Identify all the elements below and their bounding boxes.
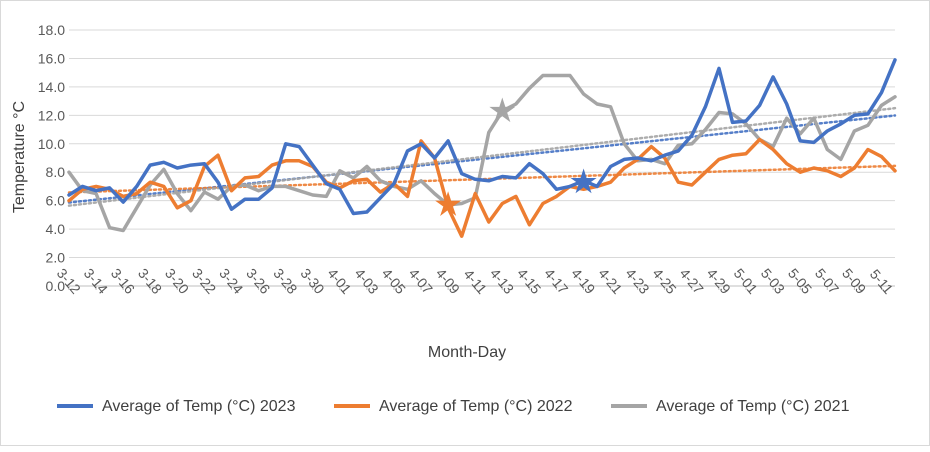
x-tick-label: 5-05	[785, 265, 815, 297]
legend-label: Average of Temp (°C) 2021	[656, 398, 850, 415]
y-tick-label: 18.0	[38, 22, 65, 38]
x-tick-label: 3-24	[216, 265, 246, 297]
x-tick-label: 3-16	[108, 265, 138, 297]
y-tick-label: 12.0	[38, 107, 65, 123]
y-axis-ticks: 0.0 2.0 4.0 6.0 8.0 10.0 12.0 14.0 16.0 18.0	[38, 22, 65, 294]
y-tick-label: 2.0	[46, 250, 66, 266]
x-tick-label: 5-11	[867, 266, 897, 297]
star-marker	[435, 191, 462, 216]
x-axis-title: Month-Day	[428, 344, 506, 361]
x-tick-label: 4-23	[622, 265, 652, 297]
series-lines	[67, 58, 897, 238]
legend-label: Average of Temp (°C) 2023	[102, 398, 296, 415]
y-tick-label: 14.0	[38, 79, 65, 95]
series-line	[67, 73, 897, 233]
y-tick-label: 4.0	[46, 221, 66, 237]
x-tick-label: 3-18	[135, 265, 165, 297]
y-tick-label: 8.0	[46, 164, 66, 180]
series-line	[67, 58, 897, 216]
x-tick-label: 5-09	[839, 265, 869, 297]
x-tick-label: 3-26	[243, 265, 273, 297]
x-tick-label: 4-07	[406, 265, 436, 297]
x-tick-label: 4-29	[704, 265, 734, 297]
x-tick-label: 4-27	[677, 265, 707, 297]
x-tick-label: 4-25	[649, 265, 679, 297]
x-tick-label: 4-15	[514, 265, 544, 297]
star-marker	[489, 97, 516, 123]
x-tick-label: 4-11	[461, 266, 491, 297]
y-axis-title: Temperature °C	[11, 101, 28, 213]
series-markers	[435, 97, 597, 216]
x-tick-label: 4-21	[595, 265, 625, 297]
y-tick-label: 6.0	[46, 193, 66, 209]
y-tick-label: 10.0	[38, 136, 65, 152]
x-tick-label: 5-03	[758, 265, 788, 297]
x-tick-label: 3-20	[162, 265, 192, 297]
legend-label: Average of Temp (°C) 2022	[379, 398, 573, 415]
y-tick-label: 0.0	[46, 278, 66, 294]
x-tick-label: 5-07	[812, 265, 842, 297]
x-tick-label: 5-01	[731, 265, 761, 297]
x-tick-label: 4-13	[487, 265, 517, 297]
x-tick-label: 4-17	[541, 265, 571, 297]
x-tick-label: 4-03	[352, 265, 382, 297]
star-marker	[570, 168, 597, 194]
x-tick-label: 3-30	[297, 265, 327, 297]
legend: Average of Temp (°C) 2023 Average of Temp…	[57, 398, 850, 415]
x-tick-label: 4-01	[325, 265, 355, 297]
x-tick-label: 4-05	[379, 265, 409, 297]
x-axis-ticks: 3-123-143-163-183-203-223-243-263-283-30…	[54, 265, 897, 297]
y-tick-label: 16.0	[38, 50, 65, 66]
x-tick-label: 3-14	[81, 265, 111, 297]
x-tick-label: 4-09	[433, 265, 463, 297]
x-tick-label: 3-28	[270, 265, 300, 297]
x-tick-label: 3-22	[189, 265, 219, 297]
x-tick-label: 4-19	[568, 265, 598, 297]
